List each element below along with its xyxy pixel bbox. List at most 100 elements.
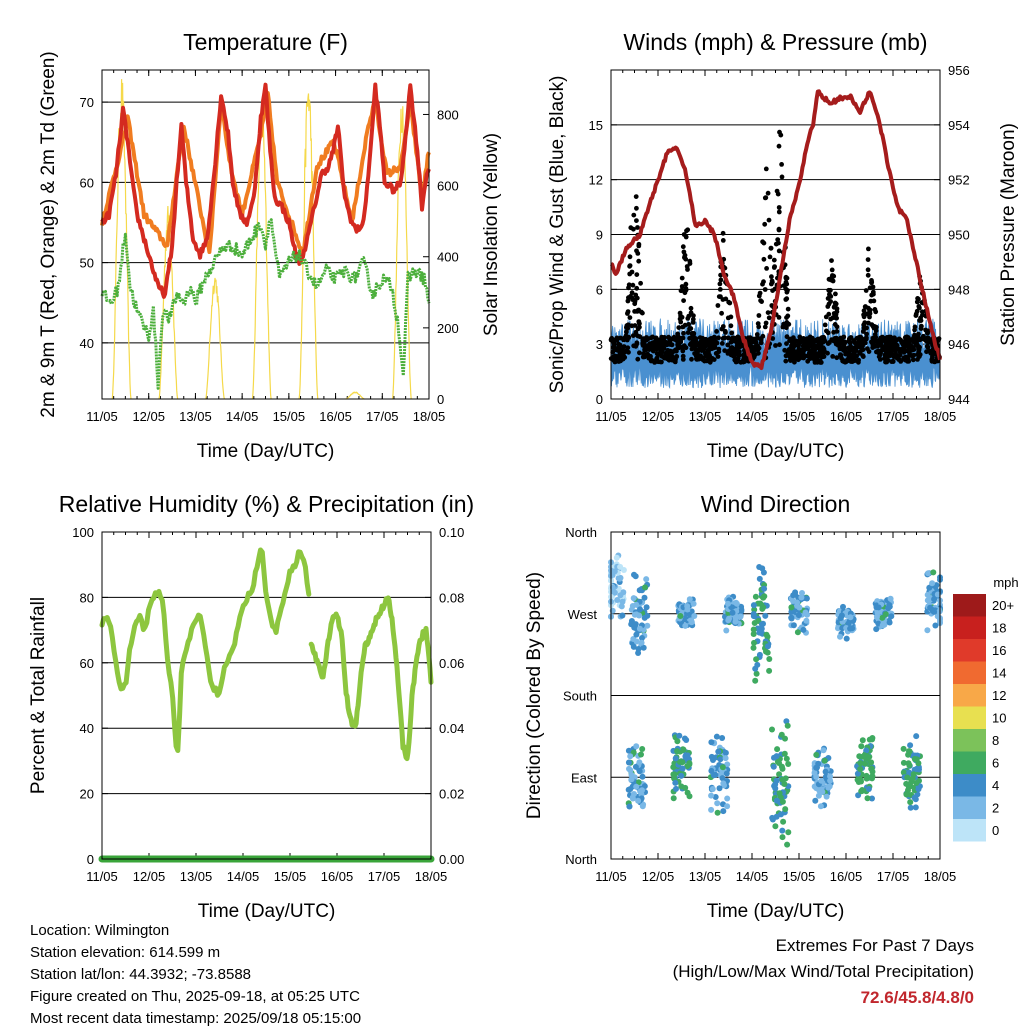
direction-point — [903, 791, 910, 798]
gust-point — [776, 205, 782, 210]
direction-point — [631, 611, 638, 618]
colorbar-label: 6 — [992, 756, 999, 771]
direction-point — [915, 760, 922, 767]
y-category-label: North — [565, 852, 597, 867]
y-category-label: West — [568, 607, 598, 622]
direction-point — [790, 622, 797, 629]
gust-point — [688, 305, 694, 311]
x-tick-label: 17/05 — [368, 869, 401, 884]
direction-point — [802, 609, 809, 616]
direction-point — [626, 803, 633, 810]
gust-point — [634, 285, 640, 291]
gust-point — [918, 326, 924, 331]
gust-point — [704, 343, 710, 348]
gust-point — [729, 330, 735, 336]
gust-point — [877, 352, 883, 358]
gust-point — [725, 342, 731, 348]
direction-point — [776, 790, 783, 797]
x-tick-label: 17/05 — [877, 409, 910, 424]
x-tick-label: 12/05 — [642, 869, 675, 884]
gust-point — [907, 339, 913, 345]
gust-point — [747, 335, 753, 340]
gust-point — [660, 341, 666, 347]
direction-point — [712, 794, 719, 800]
direction-point — [818, 777, 825, 784]
gust-point — [762, 195, 768, 201]
gust-point — [765, 310, 771, 315]
direction-point — [765, 643, 771, 650]
direction-point — [671, 771, 678, 778]
direction-point — [778, 811, 784, 818]
y-right-tick-label: 946 — [948, 337, 970, 352]
colorbar-swatch — [953, 751, 986, 774]
gust-point — [636, 243, 642, 249]
direction-point — [617, 592, 624, 599]
y-right-axis-label: Solar Insolation (Yellow) — [481, 133, 502, 336]
direction-point — [635, 646, 642, 652]
direction-point — [847, 614, 854, 621]
gust-point — [728, 314, 734, 320]
gust-point — [672, 359, 678, 365]
direction-point — [709, 786, 716, 792]
gust-point — [631, 226, 636, 232]
direction-point — [716, 785, 723, 792]
direction-point — [766, 667, 773, 674]
temp-2m-line — [100, 82, 431, 299]
direction-point — [690, 600, 697, 607]
insolation-line — [392, 106, 412, 400]
gust-point — [792, 352, 797, 358]
gust-point — [720, 230, 726, 236]
gust-point — [630, 297, 635, 302]
gust-point — [680, 353, 686, 359]
direction-point — [847, 625, 854, 632]
gust-point — [735, 334, 741, 340]
insolation-line — [205, 277, 225, 400]
direction-point — [638, 639, 645, 646]
gust-point — [686, 322, 692, 327]
gust-point — [831, 329, 836, 335]
gust-point — [890, 353, 896, 358]
direction-point — [904, 774, 911, 781]
gust-point — [852, 353, 857, 359]
gust-point — [610, 355, 616, 361]
gust-point — [764, 266, 769, 271]
gust-point — [928, 338, 934, 343]
panel-temperature: Temperature (F) Time (Day/UTC) 11/05 12/05 1… — [38, 29, 502, 462]
direction-point — [756, 575, 763, 582]
direction-point — [913, 733, 920, 740]
gust-point — [921, 333, 926, 339]
gust-point — [728, 339, 734, 345]
direction-point — [717, 756, 724, 763]
gust-point — [719, 341, 725, 346]
gust-point — [841, 334, 847, 340]
direction-point — [720, 808, 727, 815]
direction-point — [779, 798, 786, 805]
direction-point — [930, 569, 937, 576]
direction-point — [822, 768, 829, 775]
direction-point — [751, 606, 758, 613]
direction-point — [843, 635, 850, 642]
direction-point — [638, 751, 644, 758]
direction-point — [670, 795, 677, 802]
y-right-tick-label: 800 — [437, 107, 459, 122]
gust-point — [829, 258, 834, 263]
direction-point — [760, 604, 767, 611]
gust-point — [806, 344, 812, 349]
direction-point — [719, 735, 726, 741]
y-right-tick-label: 0.04 — [439, 721, 464, 736]
panel-title: Wind Direction — [701, 491, 851, 517]
insolation-line — [345, 391, 365, 400]
gust-point — [894, 337, 900, 343]
y-right-tick-label: 400 — [437, 250, 459, 265]
gust-point — [830, 354, 836, 359]
direction-point — [924, 627, 931, 634]
y-category-label: East — [571, 770, 597, 785]
colorbar-label: 14 — [992, 666, 1006, 681]
gust-point — [770, 336, 776, 341]
gust-point — [887, 334, 892, 340]
gust-point — [667, 340, 673, 346]
rh-line-segment-2 — [308, 595, 434, 762]
direction-point — [862, 760, 869, 767]
gust-point — [770, 279, 775, 285]
gust-point — [863, 288, 869, 293]
